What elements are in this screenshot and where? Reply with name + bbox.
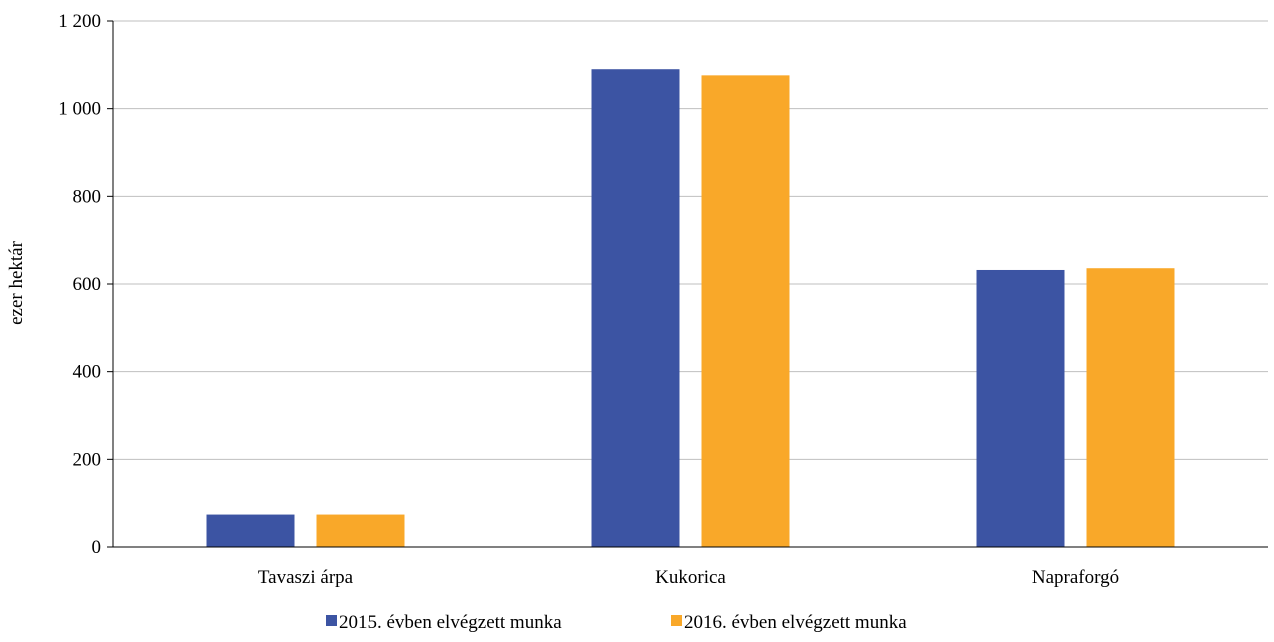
y-tick-label: 0 bbox=[92, 537, 102, 558]
y-tick-label: 400 bbox=[73, 362, 102, 383]
y-tick-label: 200 bbox=[73, 449, 102, 470]
y-tick-label: 1 000 bbox=[58, 99, 101, 120]
gridlines bbox=[113, 20, 1268, 460]
x-tick-label: Napraforgó bbox=[1032, 567, 1119, 588]
x-tick-label: Tavaszi árpa bbox=[258, 567, 354, 588]
legend: 2015. évben elvégzett munka 2016. évben e… bbox=[326, 612, 907, 633]
legend-label-2015: 2015. évben elvégzett munka bbox=[339, 612, 562, 633]
y-tick-labels: 0 200 400 600 800 1 000 1 200 bbox=[58, 11, 101, 558]
legend-label-2016: 2016. évben elvégzett munka bbox=[684, 612, 907, 633]
bars bbox=[206, 69, 1175, 547]
bar-2016-2 bbox=[1086, 268, 1175, 547]
legend-swatch-2016 bbox=[671, 615, 682, 626]
bar-2015-0 bbox=[206, 514, 295, 547]
y-axis-title: ezer hektár bbox=[6, 240, 27, 325]
bar-2015-2 bbox=[976, 269, 1065, 547]
bar-2016-0 bbox=[316, 514, 405, 547]
axes bbox=[107, 20, 1268, 548]
y-tick-label: 1 200 bbox=[58, 11, 101, 32]
y-tick-label: 800 bbox=[73, 186, 102, 207]
x-tick-labels: Tavaszi árpa Kukorica Napraforgó bbox=[258, 567, 1119, 588]
legend-swatch-2015 bbox=[326, 615, 337, 626]
y-tick-label: 600 bbox=[73, 274, 102, 295]
x-tick-label: Kukorica bbox=[655, 567, 726, 588]
bar-2016-1 bbox=[701, 75, 790, 547]
bar-2015-1 bbox=[591, 69, 680, 547]
